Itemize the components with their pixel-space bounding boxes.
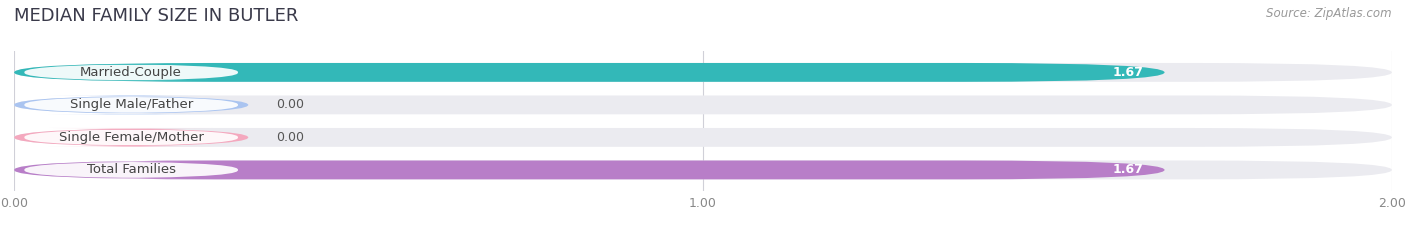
Text: 0.00: 0.00 (276, 98, 304, 111)
Text: 1.67: 1.67 (1114, 163, 1144, 176)
Text: MEDIAN FAMILY SIZE IN BUTLER: MEDIAN FAMILY SIZE IN BUTLER (14, 7, 298, 25)
FancyBboxPatch shape (14, 63, 1392, 82)
FancyBboxPatch shape (14, 96, 249, 114)
FancyBboxPatch shape (14, 96, 1392, 114)
Text: Source: ZipAtlas.com: Source: ZipAtlas.com (1267, 7, 1392, 20)
FancyBboxPatch shape (14, 161, 1392, 179)
Text: Single Female/Mother: Single Female/Mother (59, 131, 204, 144)
Text: 1.67: 1.67 (1114, 66, 1144, 79)
FancyBboxPatch shape (14, 161, 1164, 179)
FancyBboxPatch shape (24, 64, 238, 81)
Text: Married-Couple: Married-Couple (80, 66, 183, 79)
FancyBboxPatch shape (24, 96, 238, 113)
FancyBboxPatch shape (14, 128, 249, 147)
Text: 0.00: 0.00 (276, 131, 304, 144)
Text: Total Families: Total Families (87, 163, 176, 176)
FancyBboxPatch shape (24, 129, 238, 146)
FancyBboxPatch shape (24, 161, 238, 178)
FancyBboxPatch shape (14, 128, 1392, 147)
Text: Single Male/Father: Single Male/Father (69, 98, 193, 111)
FancyBboxPatch shape (14, 63, 1164, 82)
